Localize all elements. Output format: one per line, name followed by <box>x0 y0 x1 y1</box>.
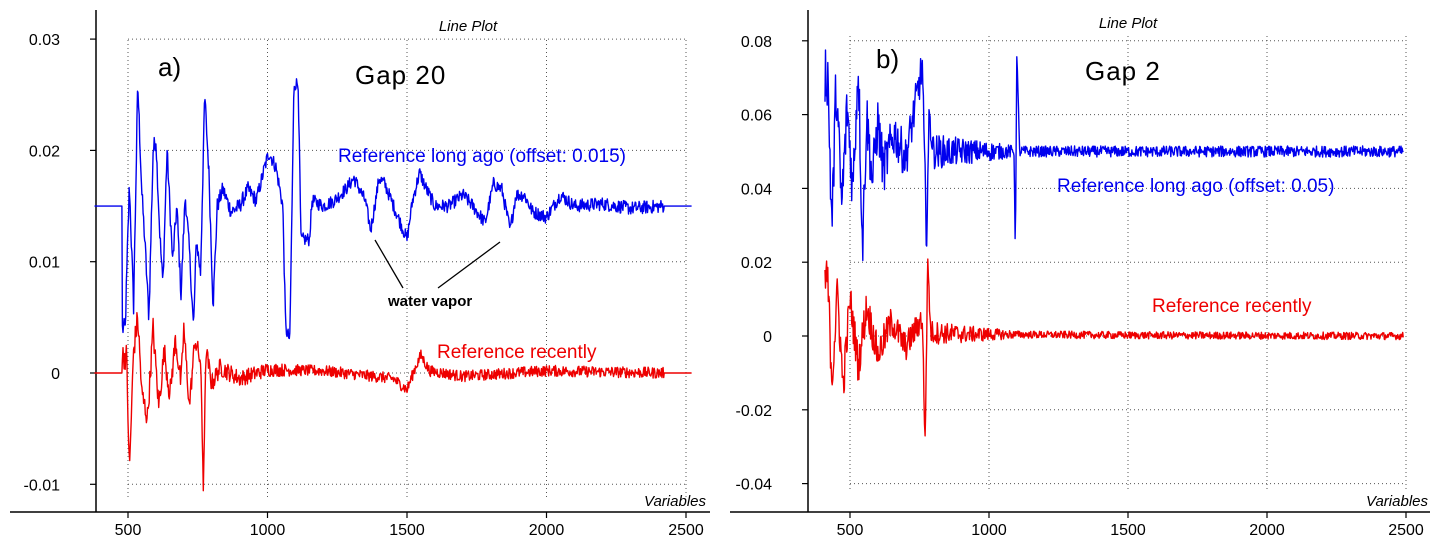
panel-b-y-tick-label-1: -0.02 <box>736 403 773 420</box>
panel-a-x-tick-label-3: 2000 <box>529 522 565 538</box>
panel-b-blue-series-label: Reference long ago (offset: 0.05) <box>1057 176 1334 197</box>
panel-b-y-tick-label-3: 0.02 <box>741 255 772 272</box>
water-vapor-annotation: water vapor <box>387 293 472 310</box>
panel-b-x-tick-label-3: 2000 <box>1249 522 1285 538</box>
panel-a-y-tick-label-4: 0.03 <box>29 32 60 49</box>
panel-b-x-tick-label-1: 1000 <box>971 522 1007 538</box>
panel-b-x-tick-label-2: 1500 <box>1110 522 1146 538</box>
panel-a-y-tick-label-1: 0 <box>51 366 60 383</box>
panel-a-x-tick-label-0: 500 <box>115 522 142 538</box>
panel-b-y-tick-label-5: 0.06 <box>741 108 772 125</box>
panel-b-red-series-label: Reference recently <box>1152 296 1312 317</box>
panel-b-y-tick-label-0: -0.04 <box>736 477 773 494</box>
panel-b-x-axis-label: Variables <box>1366 493 1428 510</box>
panel-a-y-tick-label-3: 0.02 <box>29 143 60 160</box>
panel-b: Line Plot Variables b) Gap 2 Reference l… <box>730 10 1430 538</box>
panel-a-series-reference-long-ago-line <box>94 78 692 340</box>
panel-a-red-series-label: Reference recently <box>437 342 597 363</box>
panel-a-plot-title: Line Plot <box>439 18 498 35</box>
panel-a-x-tick-label-4: 2500 <box>668 522 704 538</box>
water-vapor-pointer-right <box>437 241 501 289</box>
panel-a-heading: Gap 20 <box>355 60 446 90</box>
panel-a-series-reference-recently-line <box>94 312 692 492</box>
panel-a: Line Plot Variables a) Gap 20 Reference … <box>10 10 710 538</box>
panel-b-y-tick-label-2: 0 <box>763 329 772 346</box>
panel-b-heading: Gap 2 <box>1085 56 1161 86</box>
panel-a-label: a) <box>158 52 181 82</box>
panel-b-x-tick-label-4: 2500 <box>1388 522 1424 538</box>
panel-b-y-tick-label-6: 0.08 <box>741 34 772 51</box>
panel-a-x-axis-label: Variables <box>644 493 706 510</box>
panel-b-y-tick-label-4: 0.04 <box>741 181 772 198</box>
panel-a-x-tick-label-1: 1000 <box>250 522 286 538</box>
panel-b-x-tick-label-0: 500 <box>837 522 864 538</box>
panel-b-series-reference-long-ago-line <box>824 49 1404 262</box>
panel-a-x-tick-label-2: 1500 <box>389 522 425 538</box>
panel-b-series-reference-recently-line <box>824 258 1404 437</box>
panel-b-plot-title: Line Plot <box>1099 15 1158 32</box>
panel-b-grid <box>849 36 1407 490</box>
panel-a-y-tick-label-0: -0.01 <box>24 477 61 494</box>
water-vapor-pointer-left <box>374 239 404 289</box>
panel-a-blue-series-label: Reference long ago (offset: 0.015) <box>338 146 626 167</box>
panel-a-y-tick-label-2: 0.01 <box>29 255 60 272</box>
panel-b-label: b) <box>876 44 899 74</box>
